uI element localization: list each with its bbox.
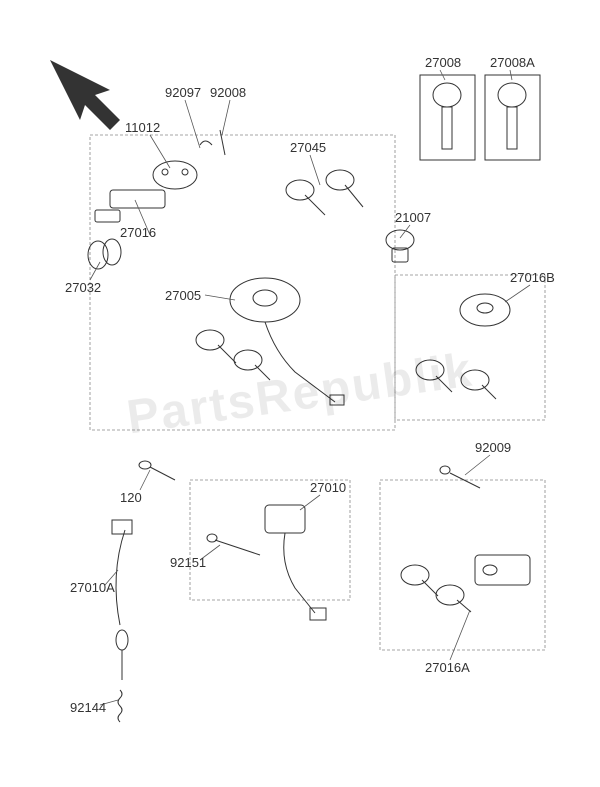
label-27016A: 27016A xyxy=(425,660,470,675)
label-120: 120 xyxy=(120,490,142,505)
label-27032: 27032 xyxy=(65,280,101,295)
label-27010A: 27010A xyxy=(70,580,115,595)
label-92144: 92144 xyxy=(70,700,106,715)
label-27008A: 27008A xyxy=(490,55,535,70)
label-27008: 27008 xyxy=(425,55,461,70)
label-92008: 92008 xyxy=(210,85,246,100)
label-21007: 21007 xyxy=(395,210,431,225)
label-92097: 92097 xyxy=(165,85,201,100)
label-27045: 27045 xyxy=(290,140,326,155)
label-92151: 92151 xyxy=(170,555,206,570)
label-27005: 27005 xyxy=(165,288,201,303)
label-27016B: 27016B xyxy=(510,270,555,285)
label-11012: 11012 xyxy=(125,120,160,135)
label-92009: 92009 xyxy=(475,440,511,455)
label-27010: 27010 xyxy=(310,480,346,495)
parts-diagram xyxy=(0,0,600,787)
label-27016: 27016 xyxy=(120,225,156,240)
